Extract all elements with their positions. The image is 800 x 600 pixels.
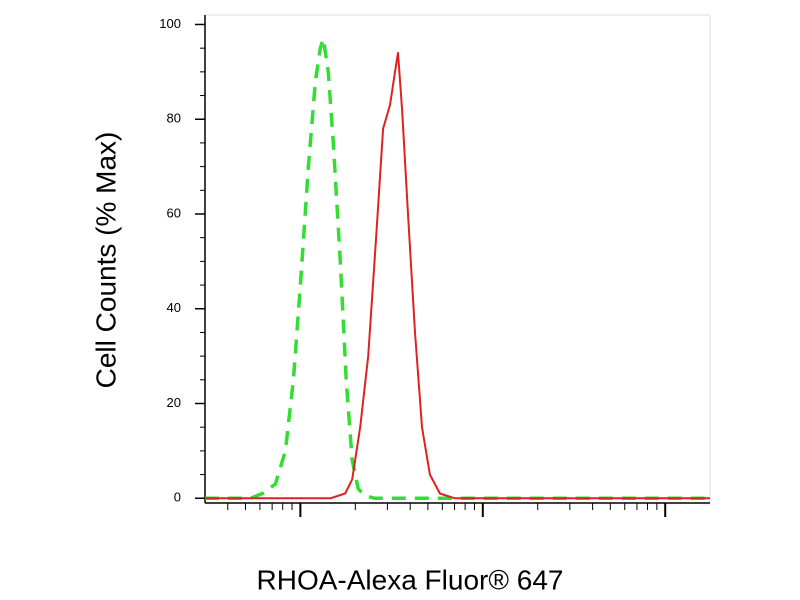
plot-frame [204,14,711,504]
y-tick-label: 80 [167,111,181,126]
x-axis-label: RHOA-Alexa Fluor® 647 [257,564,564,595]
y-tick-label: 100 [159,16,181,31]
y-tick-label: 0 [174,490,181,505]
series-line [205,36,710,501]
y-tick-label: 60 [167,205,181,220]
y-tick-label: 20 [167,395,181,410]
series-line [205,51,710,500]
y-tick-label: 40 [167,300,181,315]
y-axis-label: Cell Counts (% Max) [90,132,121,389]
